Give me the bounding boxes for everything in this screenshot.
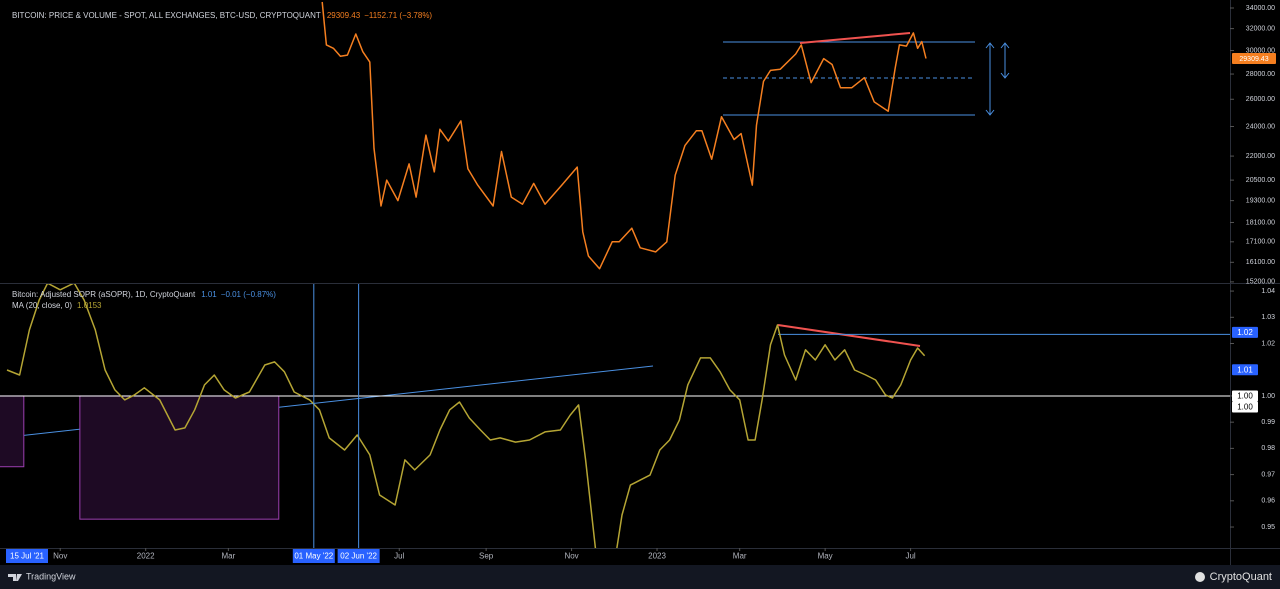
level-tag-bg xyxy=(1232,326,1258,338)
arrow xyxy=(1000,42,1010,79)
series-line xyxy=(321,1,927,270)
footer-right: CryptoQuant xyxy=(1210,571,1272,583)
y-tick-label: 1.03 xyxy=(1261,314,1275,321)
arrow xyxy=(985,42,995,116)
x-tick-label: Jul xyxy=(905,552,915,561)
legend-series-value: 1.0153 xyxy=(77,301,102,310)
panel-title: Bitcoin: Adjusted SOPR (aSOPR), 1D, Cryp… xyxy=(12,290,196,299)
series-line xyxy=(6,284,926,548)
zone-box xyxy=(0,395,25,468)
level-tag: 1.00 xyxy=(1237,392,1253,401)
x-tick-label: Sep xyxy=(479,552,494,561)
date-label-bg xyxy=(6,549,48,563)
x-tick-label: 2023 xyxy=(648,552,666,561)
legend-change: −1152.71 (−3.78%) xyxy=(364,11,432,20)
zone-box xyxy=(79,395,280,520)
y-tick-label: 28000.00 xyxy=(1246,71,1275,78)
marker-label: 02 Jun '22 xyxy=(340,552,377,561)
y-tick-label: 19300.00 xyxy=(1246,197,1275,204)
y-tick-label: 0.96 xyxy=(1261,498,1275,505)
y-tick-label: 34000.00 xyxy=(1246,5,1275,12)
legend-change: −0.01 (−0.87%) xyxy=(221,290,276,299)
y-tick-label: 20500.00 xyxy=(1246,177,1275,184)
plot-area xyxy=(321,1,927,270)
front-layer: 34000.00 32000.00 30000.00 28000.00 26000.00… xyxy=(0,1,1276,563)
x-tick-label: May xyxy=(818,552,833,561)
cryptoquant-logo xyxy=(1195,572,1205,582)
y-tick-label: 26000.00 xyxy=(1246,96,1275,103)
legend-value: 1.01 xyxy=(201,290,217,299)
trend-line xyxy=(777,324,921,347)
y-tick-label: 1.00 xyxy=(1261,393,1275,400)
y-tick-label: 0.97 xyxy=(1261,471,1275,478)
y-tick-label: 1.04 xyxy=(1261,288,1275,295)
level-tag: 1.02 xyxy=(1237,328,1253,337)
level-tag-bg xyxy=(1232,390,1258,402)
price-tag: 29309.43 xyxy=(1239,56,1268,63)
x-tick-label: Jul xyxy=(394,552,404,561)
y-tick-label: 1.02 xyxy=(1261,340,1275,347)
box-top-tag-bg xyxy=(1232,401,1258,413)
panel-title: BITCOIN: PRICE & VOLUME - SPOT, ALL EXCH… xyxy=(12,11,321,20)
y-tick-label: 22000.00 xyxy=(1246,153,1275,160)
y-tick-label: 18100.00 xyxy=(1246,219,1275,226)
legend-series-name: MA (20, close, 0) xyxy=(12,301,72,310)
value-tag-bg xyxy=(1232,364,1258,376)
marker-label: 01 May '22 xyxy=(294,552,333,561)
date-label: 15 Jul '21 xyxy=(10,552,45,561)
footer-left: TradingView xyxy=(26,571,76,581)
x-tick-label: Nov xyxy=(564,552,578,561)
price-tag-bg xyxy=(1232,52,1276,64)
box-top-tag: 1.00 xyxy=(1237,403,1253,412)
y-tick-label: 24000.00 xyxy=(1246,123,1275,130)
x-tick-label: 2022 xyxy=(137,552,155,561)
y-tick-label: 0.99 xyxy=(1261,419,1275,426)
y-tick-label: 16100.00 xyxy=(1246,259,1275,266)
trend-line xyxy=(799,32,911,44)
tradingview-logo xyxy=(8,574,22,581)
y-tick-label: 17100.00 xyxy=(1246,239,1275,246)
plot-area xyxy=(0,284,1230,548)
value-tag: 1.01 xyxy=(1237,365,1253,374)
x-tick-label: Mar xyxy=(221,552,235,561)
y-tick-label: 0.98 xyxy=(1261,445,1275,452)
marker-label-bg xyxy=(292,549,335,563)
legend-value: 29309.43 xyxy=(327,11,361,20)
y-tick-label: 30000.00 xyxy=(1246,47,1275,54)
y-tick-label: 0.95 xyxy=(1261,524,1275,531)
marker-label-bg xyxy=(337,549,380,563)
x-tick-label: Nov xyxy=(53,552,67,561)
y-tick-label: 32000.00 xyxy=(1246,25,1275,32)
footer-bar xyxy=(0,565,1280,589)
y-tick-label: 15200.00 xyxy=(1246,279,1275,286)
x-tick-label: Mar xyxy=(733,552,747,561)
